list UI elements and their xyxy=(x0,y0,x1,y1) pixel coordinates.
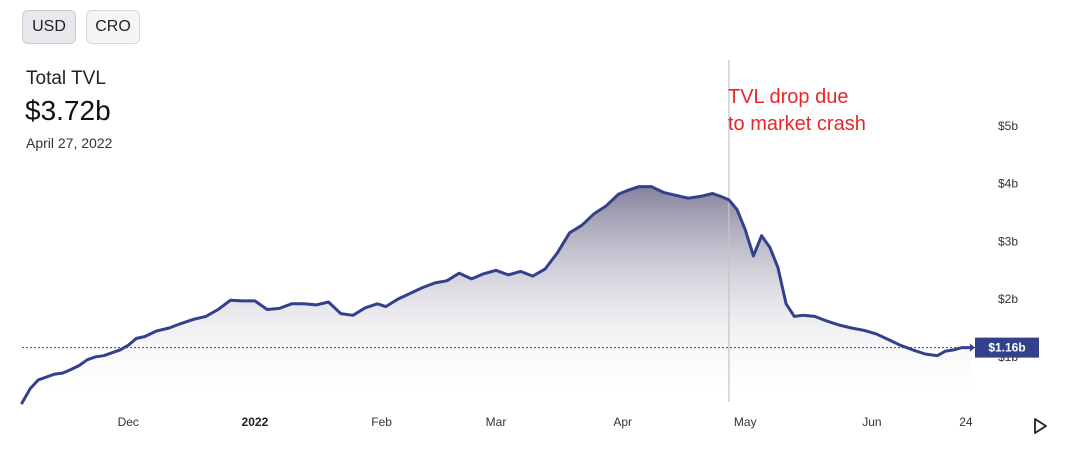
current-value-badge-label: $1.16b xyxy=(988,341,1025,355)
current-value-badge xyxy=(975,337,1039,358)
y-tick-label: $5b xyxy=(998,119,1018,133)
tvl-series-line xyxy=(20,185,972,405)
x-tick-label: Jun xyxy=(862,415,881,429)
y-tick-label: $3b xyxy=(998,234,1018,248)
x-tick-label: Feb xyxy=(371,415,392,429)
annotation-line-1: TVL drop due xyxy=(728,86,849,108)
x-tick-label: 2022 xyxy=(242,415,269,429)
usd-toggle-button[interactable]: USD xyxy=(22,10,76,44)
tvl-date: April 27, 2022 xyxy=(26,135,113,151)
annotation-line-2: to market crash xyxy=(728,113,866,135)
x-tick-label: 24 xyxy=(959,415,973,429)
crash-annotation: TVL drop due to market crash xyxy=(728,84,866,138)
tvl-label: Total TVL xyxy=(26,68,106,89)
cro-toggle-button[interactable]: CRO xyxy=(86,10,140,44)
y-tick-label: $4b xyxy=(998,177,1018,191)
tvl-value: $3.72b xyxy=(25,95,111,126)
x-tick-label: Apr xyxy=(613,415,632,429)
x-tick-label: May xyxy=(734,415,757,429)
x-tick-label: Dec xyxy=(118,415,139,429)
badge-pointer xyxy=(970,343,975,352)
x-tick-label: Mar xyxy=(486,415,507,429)
tvl-area xyxy=(22,186,970,403)
play-icon[interactable] xyxy=(1030,416,1050,436)
y-tick-label: $2b xyxy=(998,292,1018,306)
